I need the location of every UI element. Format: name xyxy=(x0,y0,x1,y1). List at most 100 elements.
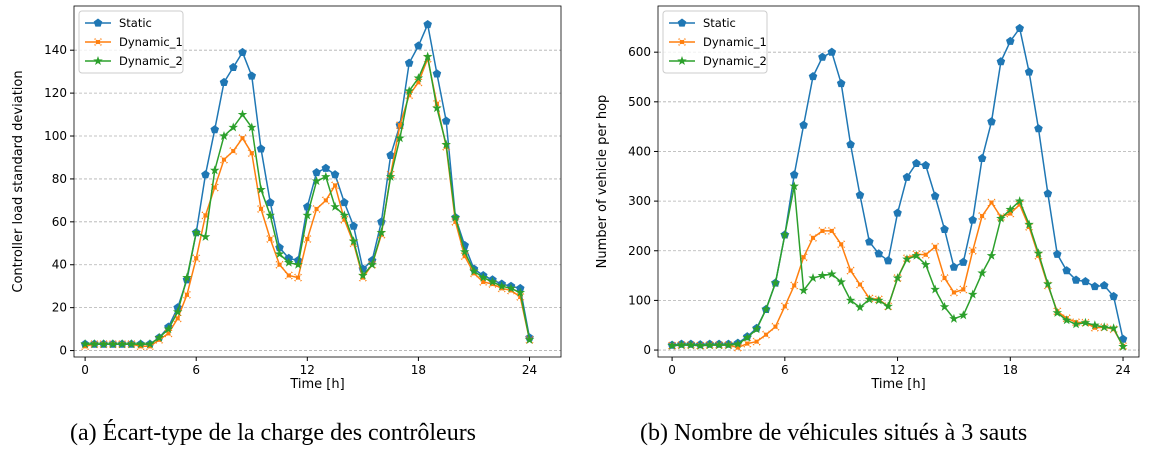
marker xyxy=(247,122,257,132)
marker xyxy=(789,181,799,191)
legend-label: Dynamic_1 xyxy=(119,35,183,49)
marker xyxy=(959,257,968,266)
marker xyxy=(723,340,734,350)
marker xyxy=(1052,249,1062,258)
marker xyxy=(1005,204,1016,214)
x-tick-label: 6 xyxy=(781,363,789,377)
marker xyxy=(893,208,902,217)
marker xyxy=(219,131,229,141)
marker xyxy=(855,302,865,312)
marker xyxy=(80,339,90,349)
marker xyxy=(1061,315,1072,325)
marker xyxy=(967,289,978,299)
marker xyxy=(441,139,451,149)
marker xyxy=(1014,196,1025,206)
marker xyxy=(441,116,451,125)
legend-box xyxy=(662,10,768,74)
marker xyxy=(330,201,340,211)
marker xyxy=(367,259,377,269)
marker xyxy=(237,109,248,119)
marker xyxy=(977,211,987,221)
marker xyxy=(376,227,387,237)
x-tick-label: 18 xyxy=(1003,363,1018,377)
marker xyxy=(799,120,808,129)
marker xyxy=(1062,266,1071,275)
marker xyxy=(864,294,875,304)
marker xyxy=(1024,219,1034,229)
marker xyxy=(219,77,229,87)
marker xyxy=(1034,124,1043,133)
legend-label: Static xyxy=(119,16,152,30)
marker xyxy=(414,41,423,50)
marker xyxy=(330,181,340,190)
marker xyxy=(265,210,276,220)
y-tick-label: 80 xyxy=(52,172,67,186)
legend-marker xyxy=(93,37,103,47)
legend-label: Dynamic_1 xyxy=(703,35,767,49)
marker xyxy=(256,184,266,194)
marker xyxy=(883,301,893,311)
marker xyxy=(229,146,238,156)
x-tick-label: 12 xyxy=(300,363,315,377)
marker xyxy=(977,153,987,163)
marker xyxy=(284,257,294,267)
marker xyxy=(1071,275,1081,284)
marker xyxy=(818,226,827,236)
x-axis-label: Time [h] xyxy=(289,377,344,392)
marker xyxy=(321,171,331,181)
marker xyxy=(321,196,330,205)
y-tick-label: 60 xyxy=(52,215,67,229)
marker xyxy=(808,71,818,81)
marker xyxy=(311,176,322,186)
marker xyxy=(846,140,855,149)
y-tick-label: 200 xyxy=(628,244,651,258)
marker xyxy=(1118,341,1128,351)
marker xyxy=(911,250,922,260)
marker xyxy=(855,280,865,289)
marker xyxy=(752,337,761,346)
y-tick-label: 500 xyxy=(628,95,651,109)
marker xyxy=(478,272,488,282)
marker xyxy=(293,259,303,269)
y-tick-label: 300 xyxy=(628,194,651,208)
legend-box xyxy=(78,10,184,74)
marker xyxy=(108,339,118,349)
marker xyxy=(302,210,313,220)
marker xyxy=(770,278,781,288)
marker xyxy=(450,212,461,222)
y-tick-label: 140 xyxy=(44,43,67,57)
marker xyxy=(789,170,799,179)
marker xyxy=(135,339,146,349)
marker xyxy=(902,172,912,181)
marker xyxy=(761,304,771,314)
marker xyxy=(487,276,498,286)
marker xyxy=(1033,248,1044,258)
marker xyxy=(192,254,201,263)
marker xyxy=(949,262,959,271)
marker xyxy=(191,227,201,237)
marker xyxy=(733,339,743,349)
marker xyxy=(1043,279,1053,289)
marker xyxy=(469,266,479,276)
y-tick-label: 0 xyxy=(59,344,67,358)
marker xyxy=(423,19,432,29)
marker xyxy=(266,234,275,244)
marker xyxy=(200,231,211,241)
marker xyxy=(827,226,836,236)
marker xyxy=(968,246,977,255)
marker xyxy=(385,171,396,181)
plot-frame xyxy=(657,5,1140,358)
marker xyxy=(98,339,109,349)
marker xyxy=(790,281,799,290)
marker xyxy=(256,144,266,153)
x-tick-label: 12 xyxy=(890,363,905,377)
marker xyxy=(210,125,220,134)
legend-marker xyxy=(677,18,687,27)
marker xyxy=(358,270,368,280)
y-axis-label: Number of vehicle per hop xyxy=(595,95,610,269)
marker xyxy=(182,290,192,299)
marker xyxy=(818,52,827,61)
marker xyxy=(413,73,424,83)
marker xyxy=(865,237,874,246)
